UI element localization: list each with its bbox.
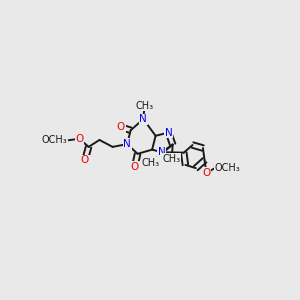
Text: N: N bbox=[140, 114, 147, 124]
Text: O: O bbox=[75, 134, 83, 144]
Text: N: N bbox=[123, 139, 131, 149]
Text: OCH₃: OCH₃ bbox=[215, 163, 241, 173]
Text: O: O bbox=[117, 122, 125, 132]
Text: OCH₃: OCH₃ bbox=[41, 135, 67, 146]
Text: N: N bbox=[158, 147, 166, 157]
Text: CH₃: CH₃ bbox=[142, 158, 160, 168]
Text: O: O bbox=[131, 161, 139, 172]
Text: N: N bbox=[165, 128, 172, 138]
Text: CH₃: CH₃ bbox=[163, 154, 181, 164]
Text: O: O bbox=[202, 168, 211, 178]
Text: CH₃: CH₃ bbox=[135, 101, 154, 111]
Text: O: O bbox=[81, 155, 89, 165]
